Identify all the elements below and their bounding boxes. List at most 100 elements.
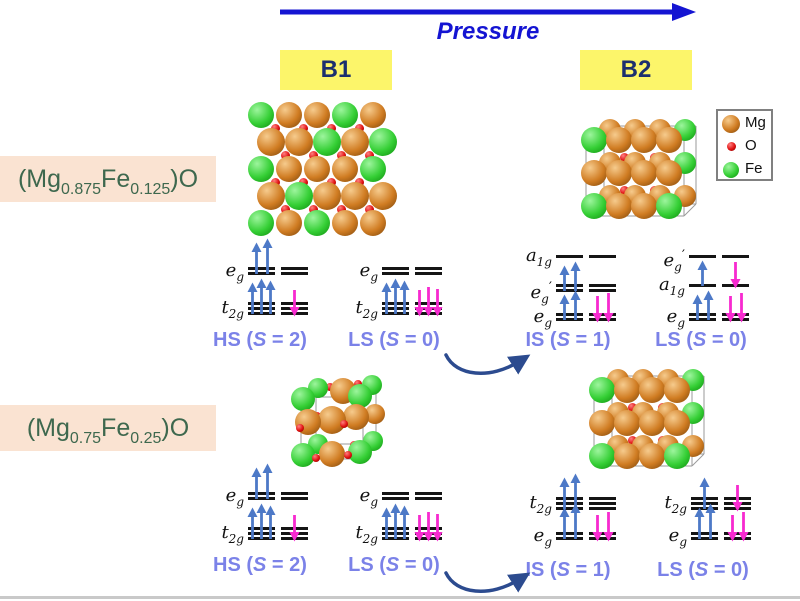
energy-level-line — [691, 537, 718, 540]
orbital-label: eg — [533, 524, 552, 549]
crystal-structure-b1-row1 — [245, 100, 400, 238]
mg-atom — [614, 443, 640, 469]
energy-level-line — [281, 267, 308, 270]
energy-level-line — [382, 492, 409, 495]
o-atom — [296, 424, 304, 432]
mg-atom — [360, 102, 386, 128]
energy-level-line — [415, 272, 442, 275]
o-atom — [308, 204, 318, 214]
mg-atom — [581, 160, 607, 186]
energy-level-line — [589, 289, 616, 292]
mg-atom — [606, 127, 632, 153]
spin-diagram-row1-b1-hs: eg t2g HS (S = 2) — [202, 229, 336, 359]
fe-atom — [348, 440, 372, 464]
energy-level-line — [248, 492, 275, 495]
spin-up-arrow-icon — [559, 265, 569, 291]
mg-atom — [614, 377, 640, 403]
spin-state-label: LS (S = 0) — [348, 329, 440, 351]
spin-state-label: LS (S = 0) — [655, 329, 747, 351]
spin-up-arrow-icon — [256, 503, 267, 539]
energy-level-line — [382, 272, 409, 275]
mg-atom — [639, 410, 665, 436]
orbital-label: t2g — [355, 522, 378, 546]
energy-level-line — [589, 502, 616, 505]
energy-level-line — [556, 284, 583, 287]
orbital-label: t2g — [529, 492, 552, 516]
energy-level-line — [281, 497, 308, 500]
crystal-structure-b2-row1 — [574, 118, 702, 228]
energy-level-line — [589, 507, 616, 510]
spin-up-arrow-icon — [262, 463, 272, 499]
spin-down-arrow-icon — [423, 287, 434, 317]
fe-atom — [664, 443, 690, 469]
orbital-label: t2g — [221, 522, 244, 546]
mg-atom — [257, 128, 285, 156]
spin-up-arrow-icon — [265, 280, 276, 314]
spin-up-arrow-icon — [559, 294, 569, 320]
spin-up-arrow-icon — [381, 282, 392, 314]
fe-atom — [304, 210, 330, 236]
spin-up-arrow-icon — [699, 477, 710, 509]
formula-text: (Mg — [17, 165, 61, 193]
spin-up-arrow-icon — [256, 278, 267, 314]
o-atom — [364, 150, 374, 160]
energy-level-line — [382, 497, 409, 500]
formula-text: (Mg — [26, 414, 70, 442]
legend: Mg O Fe — [716, 109, 773, 181]
spin-up-arrow-icon — [381, 507, 392, 539]
formula-subscript: 0.125 — [130, 181, 171, 198]
spin-state-label: IS (S = 1) — [525, 559, 611, 581]
energy-level-line — [415, 492, 442, 495]
formula-label-mg0875fe0125o: (Mg0.875Fe0.125)O — [0, 156, 216, 202]
mg-atom — [313, 182, 341, 210]
orbital-label: t2g — [355, 297, 378, 321]
orbital-label: eg — [225, 484, 244, 509]
energy-level-line — [589, 255, 616, 258]
o-atom — [280, 150, 290, 160]
spin-up-arrow-icon — [265, 505, 276, 539]
energy-level-line — [724, 537, 751, 540]
spin-up-arrow-icon — [559, 477, 569, 509]
slide-bottom-border — [0, 596, 800, 599]
mg-atom — [606, 193, 632, 219]
mg-atom — [631, 193, 657, 219]
legend-item-o: O — [718, 135, 771, 158]
fe-atom — [248, 210, 274, 236]
spin-up-arrow-icon — [399, 280, 410, 314]
energy-level-line — [415, 497, 442, 500]
energy-level-line — [248, 267, 275, 270]
energy-level-line — [556, 507, 583, 510]
formula-subscript: 0.75 — [69, 430, 102, 447]
o-atom — [619, 152, 629, 162]
formula-text: Fe — [101, 165, 131, 193]
energy-level-line — [382, 267, 409, 270]
mg-atom — [257, 182, 285, 210]
spin-down-arrow-icon — [730, 262, 741, 289]
o-atom — [627, 402, 637, 412]
orbital-label: a1g — [525, 245, 552, 269]
spin-up-arrow-icon — [570, 503, 580, 539]
energy-level-line — [556, 255, 583, 258]
spin-up-arrow-icon — [570, 261, 580, 291]
fe-atom — [581, 193, 607, 219]
o-atom — [619, 185, 629, 195]
mg-atom — [656, 160, 682, 186]
energy-level-line — [589, 318, 616, 321]
energy-level-line — [556, 313, 583, 316]
formula-label-mg075fe025o: (Mg0.75Fe0.25)O — [0, 405, 216, 451]
energy-level-line — [689, 313, 716, 316]
energy-level-line — [248, 272, 275, 275]
spin-down-arrow-icon — [725, 296, 735, 323]
energy-level-line — [589, 532, 616, 535]
spin-up-arrow-icon — [247, 282, 258, 314]
o-atom — [280, 204, 290, 214]
energy-level-line — [589, 284, 616, 287]
o-atom — [344, 451, 352, 459]
spin-down-arrow-icon — [592, 296, 602, 323]
spin-state-label: LS (S = 0) — [657, 559, 749, 581]
formula-text: )O — [170, 165, 199, 193]
mg-atom — [639, 377, 665, 403]
fe-atom — [589, 443, 615, 469]
legend-item-mg: Mg — [718, 112, 771, 135]
